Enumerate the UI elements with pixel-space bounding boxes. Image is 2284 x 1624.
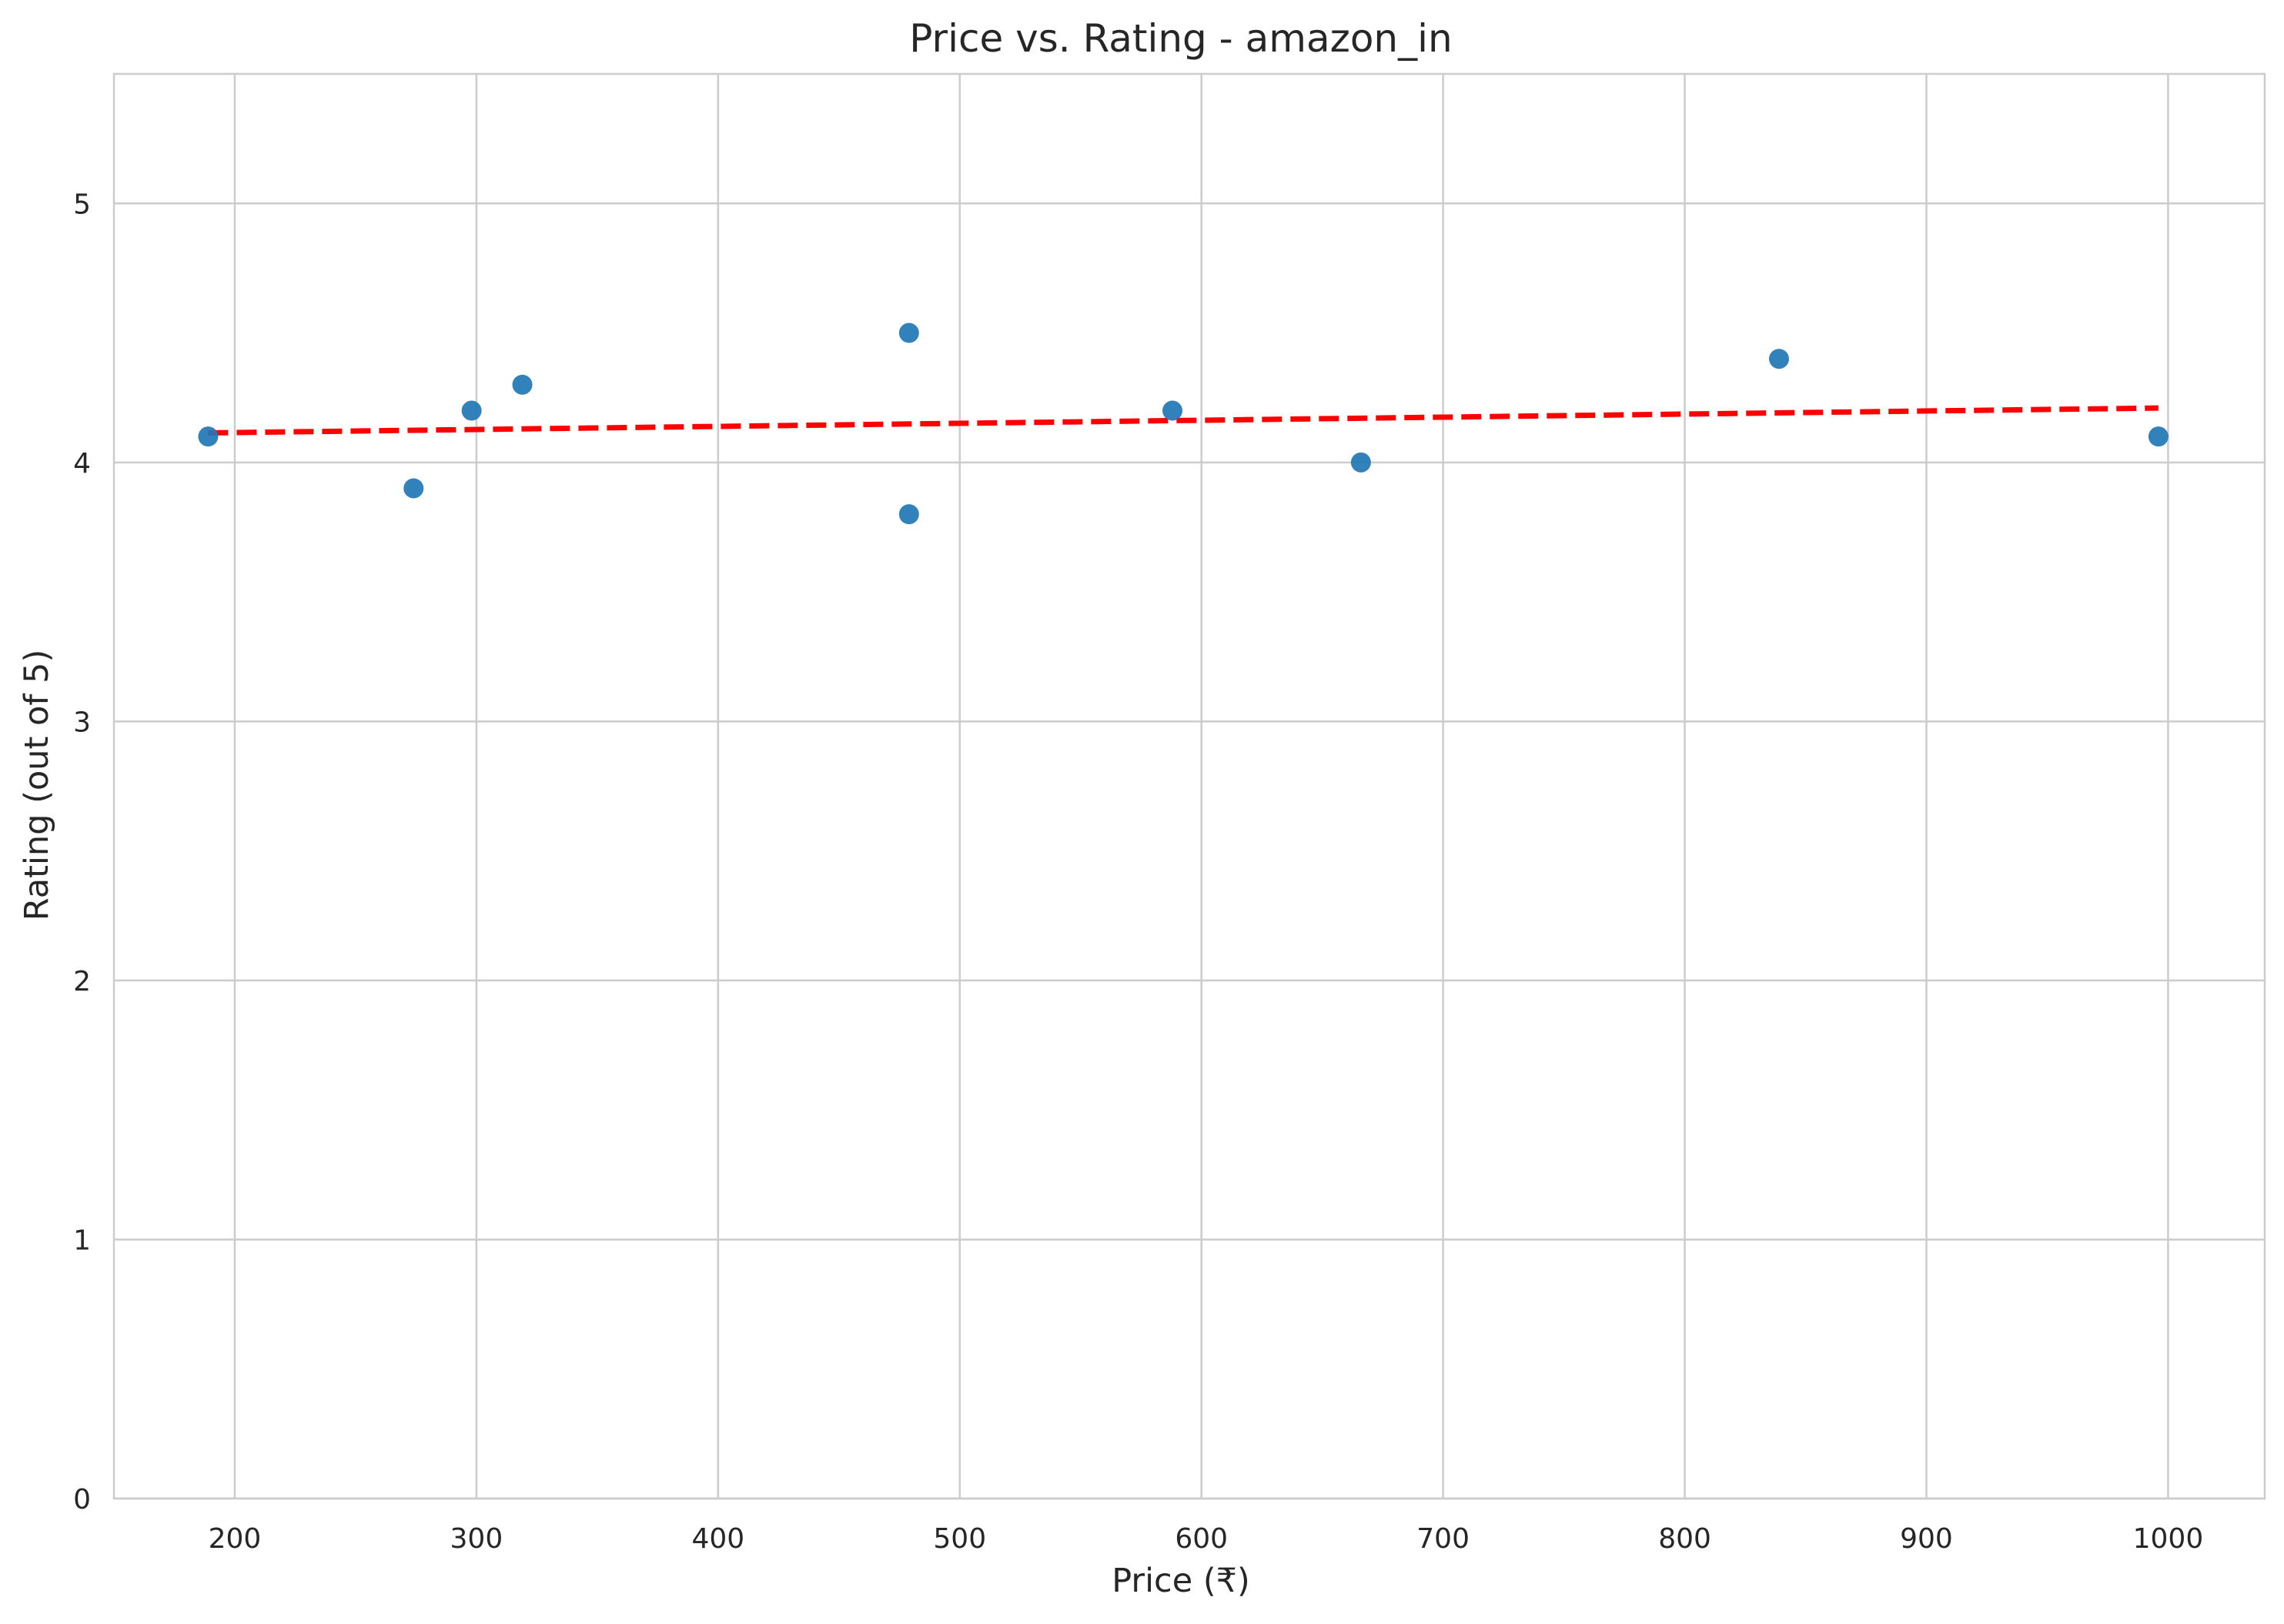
data-point [898,322,919,343]
data-point [403,478,424,499]
data-point [461,400,482,421]
plot-frame [112,72,2266,1500]
y-tick-label: 5 [73,189,91,220]
y-tick-label: 0 [73,1484,91,1515]
y-axis-label: Rating (out of 5) [18,650,56,921]
trendline-layer [208,405,2159,436]
x-tick-label: 400 [691,1523,744,1555]
chart-title: Price vs. Rating - amazon_in [909,16,1452,61]
data-point [2148,426,2169,447]
x-tick-label: 800 [1658,1523,1711,1555]
points-layer [198,322,2169,525]
x-tick-label: 500 [933,1523,986,1555]
x-axis-label: Price (₹) [1112,1562,1249,1600]
x-tick-labels: 200 300 400 500 600 700 800 900 1000 [209,1523,2204,1555]
x-tick-label: 300 [450,1523,503,1555]
y-tick-label: 1 [73,1225,91,1256]
x-tick-label: 1000 [2133,1523,2204,1555]
x-tick-label: 900 [1900,1523,1953,1555]
grid [114,74,2265,1500]
data-point [1350,452,1371,473]
y-tick-label: 3 [73,707,91,738]
data-point [198,426,219,447]
x-tick-label: 200 [209,1523,262,1555]
data-point [1768,349,1789,369]
data-point [898,504,919,525]
data-point [1162,400,1183,421]
x-tick-label: 700 [1416,1523,1470,1555]
y-tick-labels: 0 1 2 3 4 5 [73,189,91,1515]
data-point [512,374,533,395]
y-tick-label: 4 [73,448,91,480]
y-tick-label: 2 [73,966,91,997]
trendline [208,405,2159,436]
x-tick-label: 600 [1175,1523,1228,1555]
